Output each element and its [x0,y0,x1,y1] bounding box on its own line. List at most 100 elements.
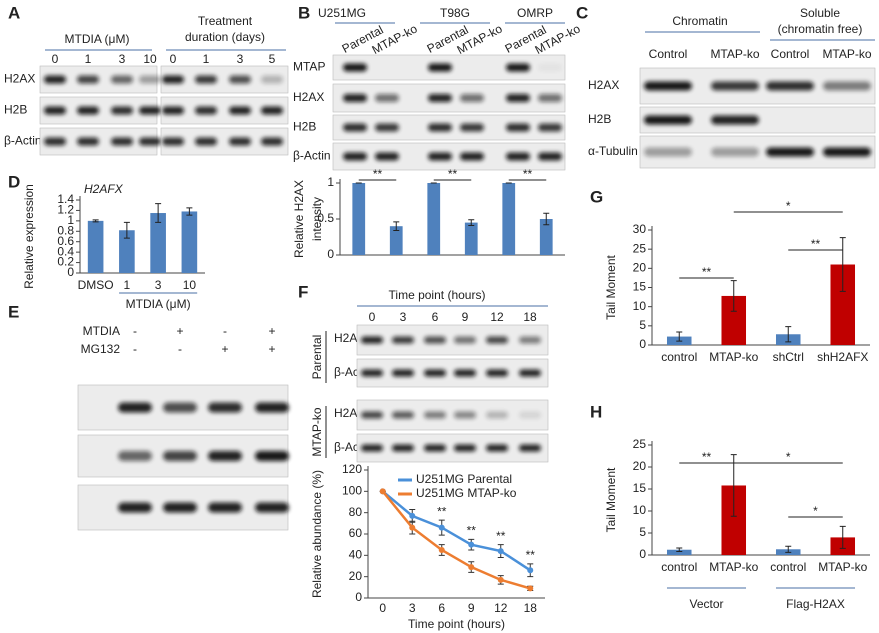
bar [150,213,166,273]
y-tick-label: 60 [349,526,363,540]
y-tick-label: 1.4 [57,192,74,206]
band [538,63,562,72]
group-label: Parental [310,335,324,380]
bar [119,230,135,273]
x-tick-label: DMSO [78,278,114,292]
band [428,63,452,72]
band [255,451,289,461]
band [118,451,152,461]
sign: + [268,342,275,356]
band [486,336,508,344]
x-tick-label: shCtrl [773,350,804,364]
band [229,75,251,84]
x-tick-label: control [661,350,697,364]
error-bar [186,207,193,216]
error-bar [676,331,683,342]
lane-label: 1 [203,52,210,66]
error-bar [393,221,400,232]
group-label: MTDIA (μM) [126,297,191,311]
band [111,106,133,115]
band [139,137,161,146]
x-tick-label: MTAP-ko [818,560,867,574]
band [77,106,99,115]
band [77,137,99,146]
sign: + [221,342,228,356]
band [538,94,562,102]
band [208,402,242,413]
marker [438,547,445,553]
y-axis-label: Relative expression [22,184,36,289]
lane-label: 0 [170,52,177,66]
fraction: Chromatin [672,14,727,28]
error-bar [123,221,130,239]
x-tick-label: 0 [379,601,386,615]
error-bar [839,237,846,292]
band [361,336,383,344]
band [361,444,383,452]
band [428,94,452,102]
y-tick-label: 1 [327,175,334,189]
significance: ** [448,167,458,181]
blot-box [356,399,549,431]
group-label: Vector [689,597,723,611]
significance: * [786,450,791,464]
lane-label: 6 [432,310,439,324]
y-tick-label: 0 [67,265,74,279]
band [519,369,541,377]
band [392,336,414,344]
y-tick-label: 20 [633,261,647,275]
lane-label: 0 [369,310,376,324]
y-axis-label: Relative abundance (%) [310,470,324,598]
band [538,123,562,132]
band [111,137,133,146]
marker [468,541,475,548]
panel-letter: G [590,187,603,206]
fraction: Soluble [800,6,840,20]
y-tick-label: 0 [639,337,646,351]
header: MTDIA (μM) [65,32,130,46]
treatment: MG132 [81,342,121,356]
x-tick-label: shH2AFX [817,350,868,364]
band [195,75,217,84]
cell-line: T98G [440,6,470,20]
band [454,336,476,344]
band [111,75,133,84]
panel-letter: D [8,172,20,191]
x-tick-label: control [770,560,806,574]
sign: + [176,324,183,338]
y-tick-label: 25 [633,437,647,451]
marker [409,524,416,531]
x-tick-label: 9 [468,601,475,615]
panel-letter: H [590,402,602,421]
panel-letter: F [298,282,308,301]
band [375,94,399,102]
x-tick-label: 18 [524,601,538,615]
significance: ** [811,237,821,251]
band [644,115,692,125]
band [711,115,759,125]
band [424,369,446,377]
row-label: H2B [293,120,316,134]
chart-title: H2AFX [84,182,124,196]
error-bar [543,212,550,226]
y-tick-label: 0.5 [317,211,334,225]
band [506,152,530,161]
error-bar [730,454,737,517]
y-tick-label: 5 [639,525,646,539]
band [428,123,452,132]
bar [87,220,104,273]
band [44,137,66,146]
band [519,444,541,452]
band [644,81,692,91]
band [506,94,530,102]
y-tick-label: 0.2 [57,255,74,269]
bar [502,183,516,255]
legend-label: U251MG MTAP-ko [416,486,517,500]
lane-label: 3 [237,52,244,66]
band [118,402,152,413]
error-bar [468,219,475,226]
error-bar [676,547,683,552]
band [163,451,197,461]
row-label: MTAP [293,60,325,74]
